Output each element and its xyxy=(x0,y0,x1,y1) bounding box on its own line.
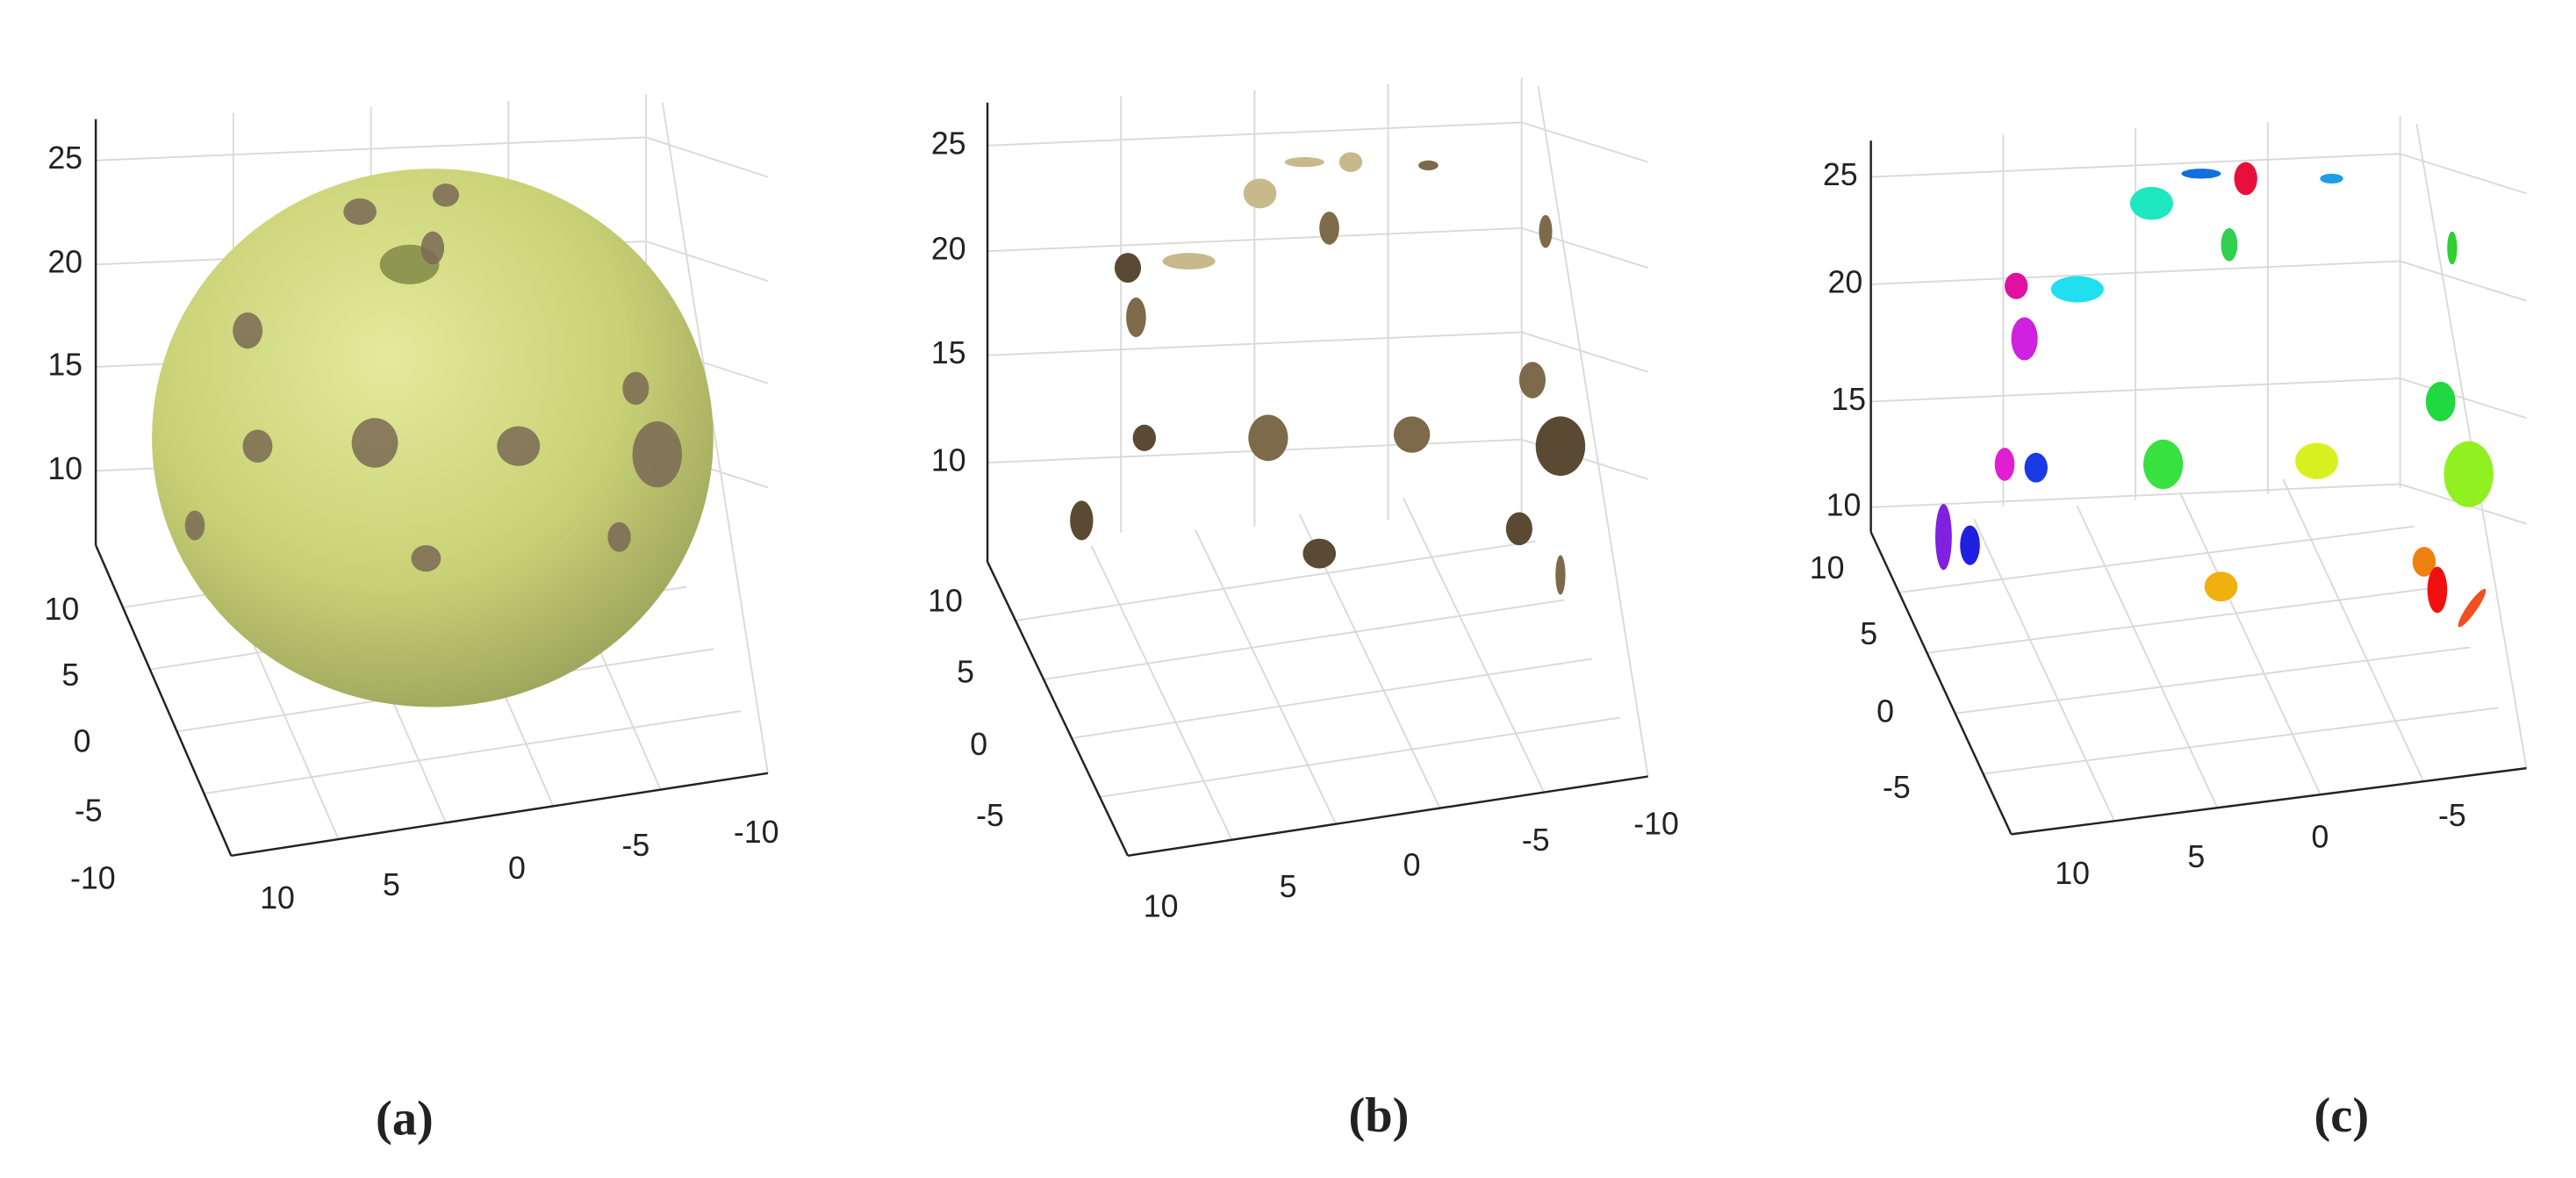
grid-line xyxy=(2400,153,2527,195)
grid-line xyxy=(2178,492,2321,795)
grid-line xyxy=(987,121,1522,147)
x-tick-label: 5 xyxy=(2187,839,2205,874)
x-tick-label: -5 xyxy=(2438,798,2466,833)
x-tick-label: -10 xyxy=(1633,806,1679,841)
grid-line xyxy=(1955,646,2471,715)
grid-line xyxy=(987,331,1522,356)
axis-line xyxy=(1869,531,2013,835)
z-tick-label: 15 xyxy=(1831,382,1866,417)
z-tick-label: 25 xyxy=(931,126,966,161)
grid-line xyxy=(1071,657,1592,739)
z-tick-label: 15 xyxy=(931,335,966,370)
grid-line xyxy=(1099,716,1620,798)
x-tick-label: 5 xyxy=(1280,869,1297,904)
grid-line xyxy=(1898,525,2415,593)
grid-line xyxy=(1403,498,1545,794)
grid-line xyxy=(661,102,769,773)
grid-line xyxy=(2076,505,2219,808)
z-tick-label: 10 xyxy=(1826,487,1862,522)
z-tick-label: 20 xyxy=(931,232,966,267)
x-tick-label: 10 xyxy=(2055,856,2090,891)
x-tick-label: -10 xyxy=(734,815,779,850)
axis-line xyxy=(1127,775,1648,858)
grid-line xyxy=(1870,483,2400,508)
y-tick-label: 10 xyxy=(1810,550,1845,585)
x-tick-label: 0 xyxy=(2311,819,2328,854)
defect-points xyxy=(1070,152,1586,595)
grid-line xyxy=(1521,331,1648,373)
axis-line xyxy=(986,561,1130,857)
y-tick-label: 0 xyxy=(74,723,91,758)
grid-line xyxy=(1090,545,1233,841)
y-tick-label: -10 xyxy=(70,861,116,896)
grid-line xyxy=(2400,260,2527,302)
cluster-points xyxy=(1935,162,2493,628)
x-tick-label: -5 xyxy=(1522,822,1550,858)
axis-line xyxy=(2011,766,2527,836)
y-tick-label: 5 xyxy=(61,657,79,693)
grid-line xyxy=(645,241,769,283)
y-tick-label: -5 xyxy=(75,793,103,828)
z-tick-label: 20 xyxy=(1827,264,1862,299)
y-tick-label: 10 xyxy=(928,583,963,618)
grid-line xyxy=(1870,377,2400,403)
grid-line xyxy=(645,136,769,178)
x-tick-label: 5 xyxy=(383,867,400,902)
z-tick-label: 15 xyxy=(47,347,83,382)
panel-caption: (b) xyxy=(1348,1088,1409,1143)
x-tick-label: 10 xyxy=(260,880,295,916)
z-tick-label: 20 xyxy=(47,245,83,280)
z-tick-label: 10 xyxy=(47,451,83,486)
y-tick-label: 5 xyxy=(957,654,974,689)
y-tick-label: 10 xyxy=(45,592,80,627)
x-tick-label: 0 xyxy=(1403,847,1421,882)
axis-line xyxy=(231,772,769,858)
y-tick-label: 0 xyxy=(1876,693,1894,729)
x-tick-label: -5 xyxy=(621,828,649,863)
y-tick-label: -5 xyxy=(976,798,1004,833)
apple-point-cloud xyxy=(152,169,714,708)
y-tick-label: -5 xyxy=(1883,770,1911,805)
grid-line xyxy=(1870,153,2400,178)
grid-line xyxy=(1521,121,1648,163)
grid-line xyxy=(1015,540,1536,621)
z-tick-label: 25 xyxy=(1823,157,1858,192)
grid-line xyxy=(1870,260,2400,285)
grid-line xyxy=(2282,478,2425,782)
labels: 25 20 15 10 10 5 0 -5 -10 10 5 0 -5 -10 (a) 25 20 15 10 10 5… xyxy=(45,102,2527,1146)
grid-line xyxy=(987,226,1522,253)
grid-line xyxy=(1195,529,1337,825)
grid-line xyxy=(1973,518,2115,822)
grid-line xyxy=(96,136,647,162)
grid-line xyxy=(1983,707,2499,775)
grid-line xyxy=(1043,599,1564,680)
z-tick-label: 25 xyxy=(47,140,83,176)
axis-line xyxy=(95,544,233,857)
panel-caption: (a) xyxy=(376,1092,434,1146)
y-tick-label: 0 xyxy=(970,727,987,762)
y-tick-label: 5 xyxy=(1860,616,1877,651)
x-tick-label: 10 xyxy=(1144,888,1179,923)
x-tick-label: 0 xyxy=(508,851,526,886)
grid-line xyxy=(1537,85,1649,777)
grid-line xyxy=(204,710,742,795)
z-tick-label: 10 xyxy=(931,443,966,478)
grid-line xyxy=(1927,585,2443,654)
panel-caption: (c) xyxy=(2314,1088,2370,1143)
